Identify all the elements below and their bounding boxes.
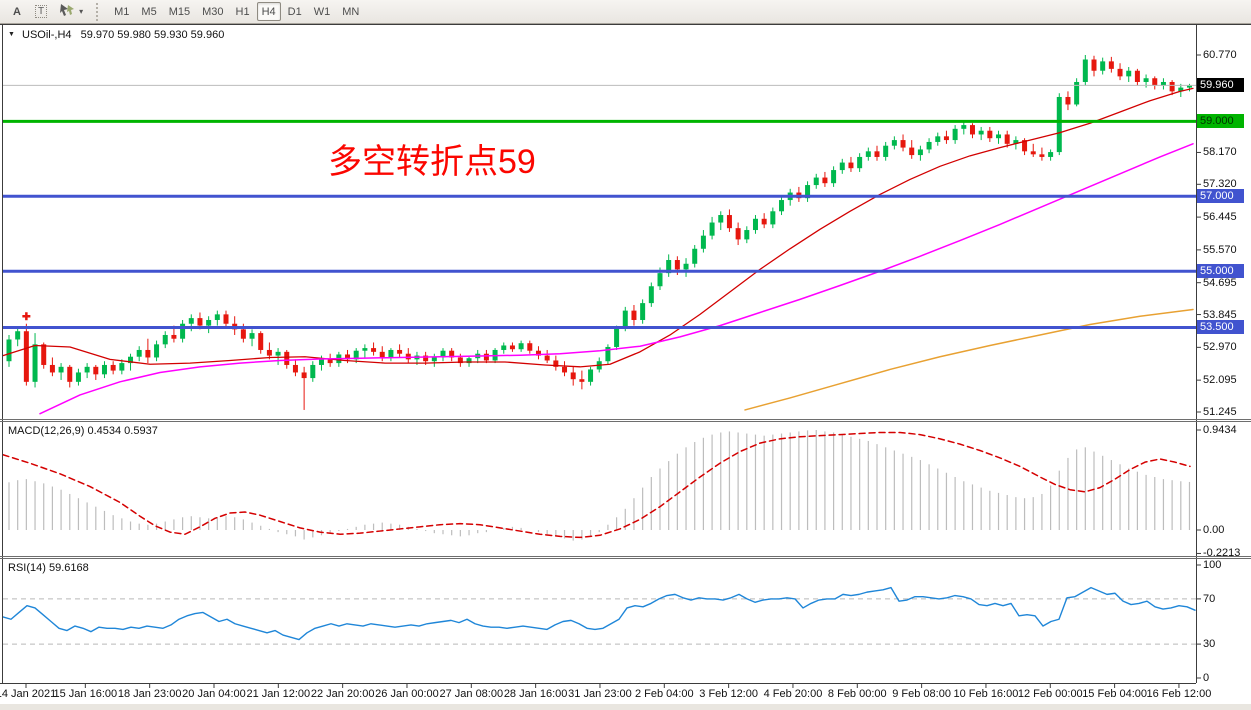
hline-badge-57.000: 57.000 <box>1197 189 1244 204</box>
time-axis-label[interactable]: 12 Feb 00:00 <box>1017 688 1083 700</box>
price-tick: 58.170 <box>1203 146 1237 159</box>
rsi-tick: 70 <box>1203 592 1216 605</box>
macd-indicator-label: MACD(12,26,9) 0.4534 0.5937 <box>8 425 158 437</box>
time-axis-label[interactable]: 9 Feb 08:00 <box>892 688 951 700</box>
time-axis-label[interactable]: 10 Feb 16:00 <box>953 688 1019 700</box>
timeframe-button-mn[interactable]: MN <box>342 5 360 18</box>
price-tick: 54.695 <box>1203 276 1237 289</box>
macd-tick: 0.9434 <box>1203 423 1237 436</box>
price-tick: 55.570 <box>1203 243 1237 256</box>
macd-tick: -0.2213 <box>1203 547 1241 560</box>
rsi-tick: 100 <box>1203 559 1222 571</box>
time-axis-label[interactable]: 31 Jan 23:00 <box>568 688 632 700</box>
price-tick: 51.245 <box>1203 406 1237 418</box>
timeframe-button-m30[interactable]: M30 <box>202 5 224 18</box>
text-tool-button[interactable]: T <box>30 2 52 21</box>
price-tick: 56.445 <box>1203 211 1237 224</box>
time-axis-label[interactable]: 15 Jan 16:00 <box>53 688 118 700</box>
time-axis-label[interactable]: 27 Jan 08:00 <box>439 688 504 700</box>
toolbar-separator <box>96 2 103 21</box>
font-tool-button[interactable]: A <box>6 2 28 21</box>
chart-annotation-text: 多空转折点59 <box>328 143 536 181</box>
chart-header: ▼ USOil-,H4 59.970 59.980 59.930 59.960 <box>8 29 224 41</box>
symbol-title: USOil-,H4 <box>22 29 72 41</box>
time-axis-label[interactable]: 16 Feb 12:00 <box>1146 688 1212 700</box>
objects-dropdown-button[interactable]: ▾ <box>54 2 88 21</box>
timeframe-button-w1[interactable]: W1 <box>313 5 331 18</box>
time-axis-label[interactable]: 18 Jan 23:00 <box>117 688 182 700</box>
time-axis-label[interactable]: 26 Jan 00:00 <box>375 688 439 700</box>
timeframe-button-m1[interactable]: M1 <box>114 5 130 18</box>
time-axis-label[interactable]: 20 Jan 04:00 <box>182 688 246 700</box>
time-axis-label[interactable]: 3 Feb 12:00 <box>699 688 758 700</box>
current-price-badge: 59.960 <box>1197 78 1244 93</box>
timeframe-button-h1[interactable]: H1 <box>235 5 250 18</box>
price-tick: 52.095 <box>1203 374 1237 387</box>
rsi-indicator-label: RSI(14) 59.6168 <box>8 562 89 574</box>
timeframe-button-m15[interactable]: M15 <box>168 5 191 18</box>
cursor-arrows-icon <box>59 3 77 20</box>
timeframe-button-h4[interactable]: H4 <box>256 2 281 21</box>
time-axis-label[interactable]: 8 Feb 00:00 <box>827 688 887 700</box>
top-toolbar: A T ▾ M1 M5 M15 M30 H1 H4 D1 W1 MN <box>0 0 1251 24</box>
hline-badge-55.000: 55.000 <box>1197 264 1244 279</box>
macd-tick: 0.00 <box>1203 524 1225 536</box>
hline-badge-59.000: 59.000 <box>1197 114 1244 129</box>
timeframe-button-d1[interactable]: D1 <box>287 5 302 18</box>
time-axis-label[interactable]: 28 Jan 16:00 <box>503 688 568 700</box>
header-ohlc: 59.970 59.980 59.930 59.960 <box>80 29 225 41</box>
rsi-tick: 0 <box>1203 672 1210 684</box>
time-axis-label[interactable]: 4 Feb 20:00 <box>763 688 823 700</box>
text-tool-icon: T <box>35 5 48 18</box>
symbol-dropdown-icon[interactable]: ▼ <box>8 31 15 38</box>
time-axis-label[interactable]: 14 Jan 2021 <box>0 688 57 700</box>
price-tick: 53.845 <box>1203 308 1237 321</box>
price-tick: 52.970 <box>1203 341 1237 354</box>
time-axis-label[interactable]: 2 Feb 04:00 <box>634 688 694 700</box>
time-axis-label[interactable]: 22 Jan 20:00 <box>310 688 375 700</box>
price-tick: 60.770 <box>1203 49 1237 61</box>
chevron-down-icon: ▾ <box>79 7 84 16</box>
timeframe-bar: M1 M5 M15 M30 H1 H4 D1 W1 MN <box>109 2 366 21</box>
hline-badge-53.500: 53.500 <box>1197 320 1244 335</box>
font-tool-label: A <box>13 5 21 18</box>
price-tick: 57.320 <box>1203 178 1237 191</box>
rsi-tick: 30 <box>1203 638 1216 651</box>
time-axis-label[interactable]: 21 Jan 12:00 <box>246 688 311 700</box>
time-axis-label[interactable]: 15 Feb 04:00 <box>1082 688 1148 700</box>
timeframe-button-m5[interactable]: M5 <box>141 5 157 18</box>
bottom-strip <box>0 704 1251 710</box>
